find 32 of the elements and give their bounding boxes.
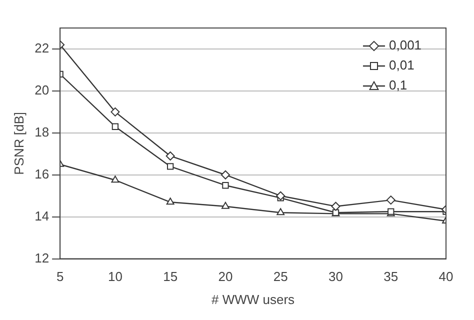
legend-label: 0,001 [389,38,422,53]
point [331,202,340,211]
x-tick-label: 15 [163,269,178,284]
y-tick-label: 22 [34,40,50,56]
point [220,170,230,180]
y-tick-label: 12 [34,250,50,266]
point [167,163,174,170]
point [276,208,285,216]
x-axis-title: # WWW users [212,292,296,307]
x-tick-label: 25 [273,269,288,284]
point [112,123,119,130]
x-tick-label: 40 [438,269,454,284]
x-tick-label: 35 [384,269,398,284]
y-tick-label: 14 [34,208,50,224]
point [110,107,120,116]
legend-label: 0,01 [389,58,414,73]
y-axis-title: PSNR [dB] [11,112,26,175]
x-tick-label: 5 [56,269,64,284]
legend-label: 0,1 [389,78,408,93]
x-tick-label: 10 [108,269,122,284]
y-tick-label: 16 [34,166,50,182]
point [276,191,286,200]
point [222,202,230,209]
y-tick-label: 20 [34,82,50,98]
point [111,176,120,183]
point [386,196,396,205]
point [166,151,175,160]
point [166,198,174,205]
x-tick-label: 30 [328,269,343,284]
x-tick-label: 20 [218,269,233,284]
point [222,182,229,189]
y-tick-label: 18 [34,124,50,140]
